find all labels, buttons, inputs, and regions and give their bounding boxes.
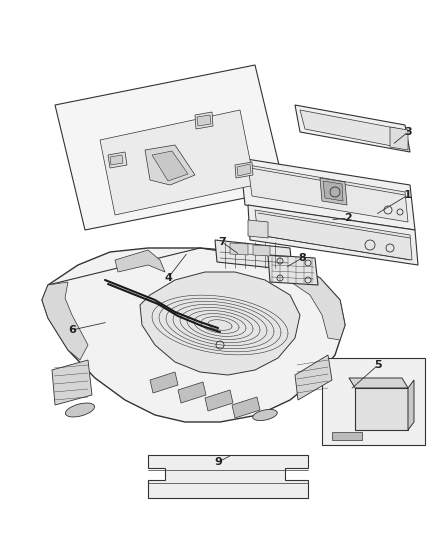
Polygon shape — [300, 110, 402, 148]
Polygon shape — [42, 282, 88, 360]
Ellipse shape — [65, 403, 95, 417]
Polygon shape — [268, 255, 318, 285]
Polygon shape — [230, 243, 248, 255]
Text: 3: 3 — [404, 127, 412, 137]
Polygon shape — [332, 432, 362, 440]
Text: 6: 6 — [68, 325, 76, 335]
Polygon shape — [152, 151, 188, 181]
Polygon shape — [248, 165, 408, 222]
Polygon shape — [323, 181, 343, 201]
Polygon shape — [408, 380, 414, 430]
Polygon shape — [349, 378, 408, 388]
Polygon shape — [100, 110, 255, 215]
Polygon shape — [197, 115, 211, 126]
Polygon shape — [390, 127, 408, 150]
Polygon shape — [205, 390, 233, 411]
Polygon shape — [322, 358, 425, 445]
Text: 4: 4 — [164, 273, 172, 283]
Polygon shape — [140, 272, 300, 375]
Polygon shape — [145, 145, 195, 185]
Polygon shape — [215, 240, 292, 270]
Polygon shape — [148, 455, 308, 498]
Text: 5: 5 — [374, 360, 382, 370]
Polygon shape — [248, 220, 268, 238]
Polygon shape — [150, 372, 178, 393]
Polygon shape — [255, 210, 412, 260]
Polygon shape — [248, 205, 418, 265]
Polygon shape — [55, 65, 285, 230]
Polygon shape — [355, 388, 408, 430]
Polygon shape — [52, 360, 92, 405]
Text: 1: 1 — [404, 190, 412, 200]
Ellipse shape — [253, 409, 277, 421]
Polygon shape — [235, 162, 253, 178]
Text: 8: 8 — [298, 253, 306, 263]
Polygon shape — [285, 262, 345, 340]
Polygon shape — [320, 178, 347, 205]
Polygon shape — [108, 152, 127, 168]
Polygon shape — [295, 105, 410, 152]
Polygon shape — [295, 355, 332, 400]
Text: 2: 2 — [344, 213, 352, 223]
Polygon shape — [115, 250, 165, 272]
Text: 9: 9 — [214, 457, 222, 467]
Polygon shape — [42, 248, 345, 422]
Polygon shape — [253, 245, 270, 256]
Polygon shape — [195, 112, 213, 129]
Polygon shape — [232, 397, 260, 418]
Polygon shape — [110, 155, 123, 165]
Polygon shape — [178, 382, 206, 403]
Text: 7: 7 — [218, 237, 226, 247]
Polygon shape — [240, 158, 415, 230]
Polygon shape — [237, 164, 251, 176]
